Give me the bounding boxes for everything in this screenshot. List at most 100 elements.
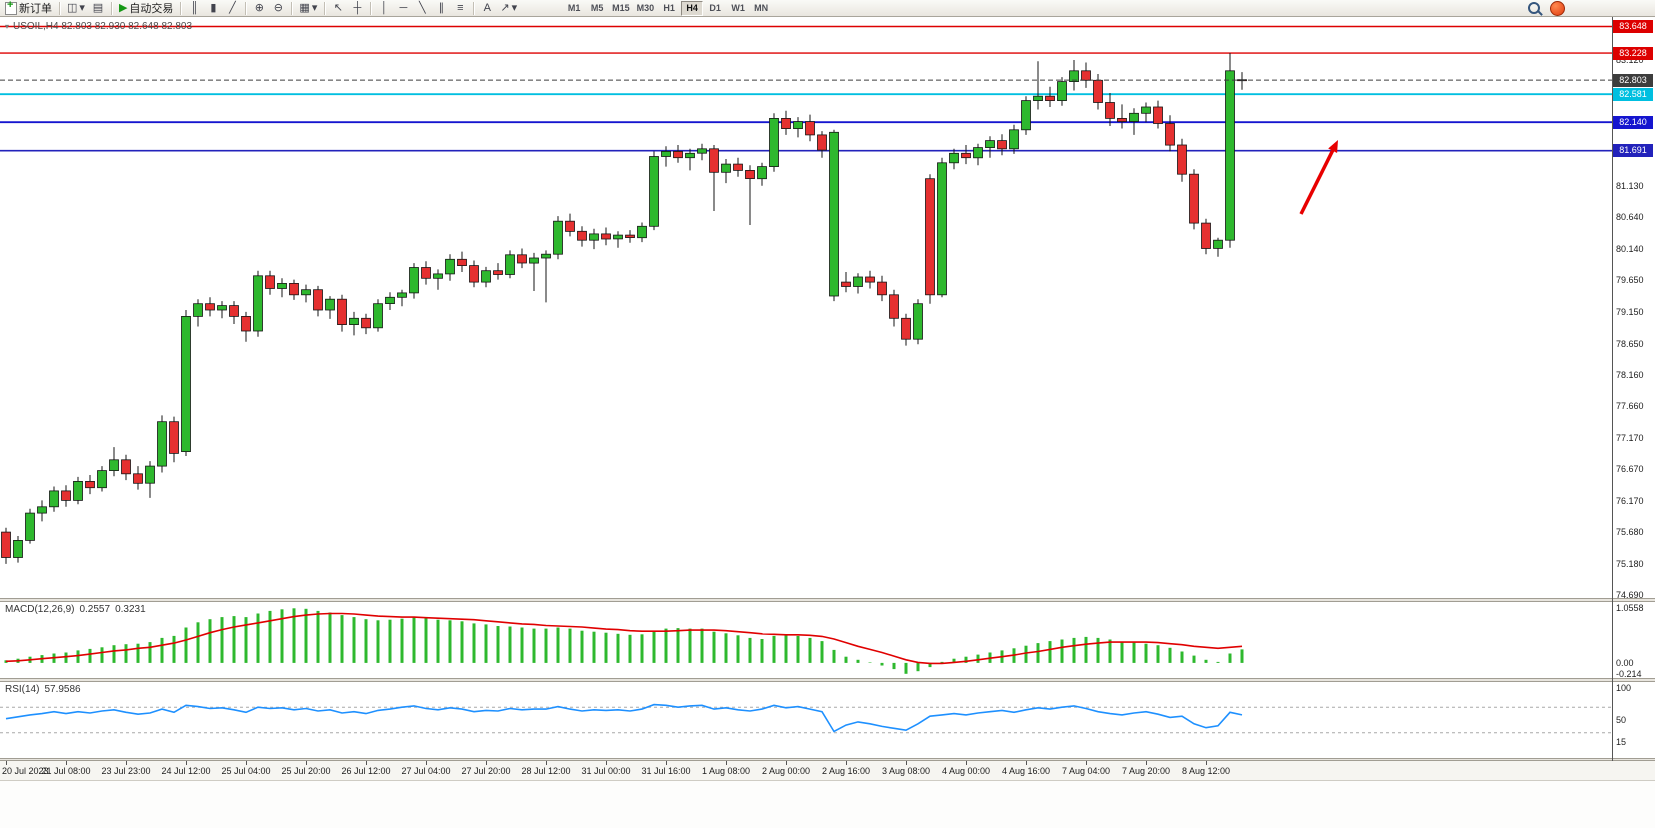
time-tick	[726, 761, 727, 765]
timeframe-button-w1[interactable]: W1	[727, 1, 749, 16]
rsi-panel[interactable]	[0, 682, 1612, 758]
price-level-badge: 82.140	[1613, 115, 1653, 129]
search-icon[interactable]	[1528, 2, 1540, 14]
time-axis-label: 27 Jul 04:00	[401, 766, 451, 776]
trendline-icon: ╲	[419, 1, 426, 14]
ohlc-bars-icon: ║	[190, 1, 199, 14]
time-tick	[246, 761, 247, 765]
line-chart-icon: ╱	[229, 1, 236, 14]
time-tick	[606, 761, 607, 765]
indicators-button[interactable]: ▦ ▾	[296, 1, 320, 16]
price-chart[interactable]	[0, 17, 1612, 598]
zoom-out-icon: ⊖	[273, 1, 284, 14]
ohlc-bars-button[interactable]: ║	[185, 1, 203, 16]
horizontal-lines[interactable]	[0, 25, 1612, 152]
price-scale-label: 79.650	[1616, 275, 1644, 286]
one-click-trading-toggle[interactable]: ▾	[5, 22, 10, 31]
time-axis-label: 31 Jul 00:00	[581, 766, 631, 776]
rsi-scale-label: 50	[1616, 715, 1627, 725]
trendline-button[interactable]: ╲	[413, 1, 431, 16]
time-axis-label: 25 Jul 04:00	[221, 766, 271, 776]
macd-scale-label: -0.214	[1616, 669, 1642, 680]
channel-button[interactable]: ∥	[432, 1, 450, 16]
crosshair-icon: ┼	[353, 1, 362, 14]
vertical-line-button[interactable]: │	[375, 1, 393, 16]
time-axis-label: 26 Jul 12:00	[341, 766, 391, 776]
candles-layer	[1, 53, 1247, 564]
crosshair-button[interactable]: ┼	[348, 1, 366, 16]
arrows-tool-button[interactable]: ↗ ▾	[497, 1, 520, 16]
chart-title: USOIL,H4 82.803 82.930 82.648 82.803	[13, 21, 193, 32]
timeframe-button-h1[interactable]: H1	[658, 1, 680, 16]
candlestick-chart-button[interactable]: ▮	[204, 1, 222, 16]
autotrading-label: 自动交易	[129, 3, 174, 15]
time-tick	[1026, 761, 1027, 765]
line-chart-button[interactable]: ╱	[223, 1, 241, 16]
price-scale-label: 83.120	[1616, 55, 1644, 65]
rsi-value: 57.9586	[44, 684, 81, 695]
cursor-button[interactable]: ↖	[329, 1, 347, 16]
zoom-in-button[interactable]: ⊕	[250, 1, 268, 16]
price-scale-label: 80.140	[1616, 244, 1644, 255]
macd-name: MACD(12,26,9)	[5, 604, 75, 615]
zoom-out-button[interactable]: ⊖	[269, 1, 287, 16]
price-scale-label: 74.690	[1616, 589, 1644, 600]
new-order-button[interactable]: 新订单	[2, 0, 55, 16]
time-tick	[546, 761, 547, 765]
macd-panel[interactable]	[0, 602, 1612, 678]
main-toolbar: 新订单 ◫▾ ▤ ▶ 自动交易 ║ ▮ ╱ ⊕ ⊖ ▦▾ ↖ ┼ │ ─ ╲ ∥…	[0, 0, 1655, 17]
macd-label: MACD(12,26,9) 0.2557 0.3231	[5, 604, 146, 615]
text-tool-icon: A	[483, 1, 492, 14]
alert-icon[interactable]	[1550, 0, 1565, 16]
time-axis-label: 7 Aug 04:00	[1061, 766, 1111, 776]
new-chart-button[interactable]: ◫ ▾	[64, 1, 88, 16]
fibonacci-button[interactable]: ≡	[451, 1, 469, 16]
cursor-icon: ↖	[333, 1, 343, 14]
text-tool-button[interactable]: A	[478, 1, 496, 16]
toolbar-separator	[180, 1, 182, 15]
time-axis-label: 4 Aug 16:00	[1001, 766, 1051, 776]
timeframe-button-m30[interactable]: M30	[634, 1, 658, 16]
toolbar-separator	[370, 1, 372, 15]
time-axis-label: 2 Aug 16:00	[821, 766, 871, 776]
rsi-line	[5, 703, 1243, 733]
macd-histogram	[4, 608, 1244, 674]
time-tick	[906, 761, 907, 765]
time-axis-label: 31 Jul 16:00	[641, 766, 691, 776]
profiles-button[interactable]: ▤	[89, 1, 107, 16]
time-axis[interactable]: 20 Jul 2023 21 Jul 08:00 23 Jul 23:00 24 Ju…	[0, 761, 1655, 781]
time-tick	[1206, 761, 1207, 765]
time-axis-label: 2 Aug 00:00	[761, 766, 811, 776]
new-order-icon	[5, 0, 17, 15]
toolbar-separator	[59, 1, 60, 15]
arrows-tool-icon: ↗	[500, 1, 510, 14]
time-tick	[126, 761, 127, 765]
time-tick	[786, 761, 787, 765]
rsi-label: RSI(14) 57.9586	[5, 684, 81, 695]
fibonacci-icon: ≡	[457, 1, 464, 14]
macd-signal-value: 0.3231	[115, 604, 146, 615]
timeframe-button-d1[interactable]: D1	[704, 1, 726, 16]
toolbar-separator	[291, 1, 293, 15]
toolbar-separator	[324, 1, 326, 15]
timeframe-button-h4[interactable]: H4	[681, 0, 704, 16]
time-axis-label: 8 Aug 12:00	[1181, 766, 1231, 776]
vertical-line-icon: │	[380, 1, 388, 14]
time-axis-label: 20 Jul 2023	[2, 766, 49, 776]
price-scale-label: 77.170	[1616, 432, 1644, 443]
timeframe-button-mn[interactable]: MN	[750, 1, 772, 16]
panel-splitter[interactable]	[0, 598, 1655, 602]
trend-arrow-annotation[interactable]	[1299, 140, 1338, 215]
horizontal-line-icon: ─	[399, 1, 408, 14]
timeframe-button-m1[interactable]: M1	[563, 1, 585, 16]
price-level-badge: 83.648	[1613, 19, 1653, 33]
timeframe-button-m5[interactable]: M5	[586, 1, 608, 16]
rsi-scale-label: 100	[1616, 683, 1632, 693]
horizontal-line-button[interactable]: ─	[394, 1, 412, 16]
panel-splitter[interactable]	[0, 678, 1655, 682]
autotrading-button[interactable]: ▶ 自动交易	[116, 1, 176, 16]
chevron-down-icon: ▾	[511, 1, 518, 14]
timeframe-button-m15[interactable]: M15	[609, 1, 633, 16]
time-tick	[846, 761, 847, 765]
price-scale-label: 75.180	[1616, 558, 1644, 569]
